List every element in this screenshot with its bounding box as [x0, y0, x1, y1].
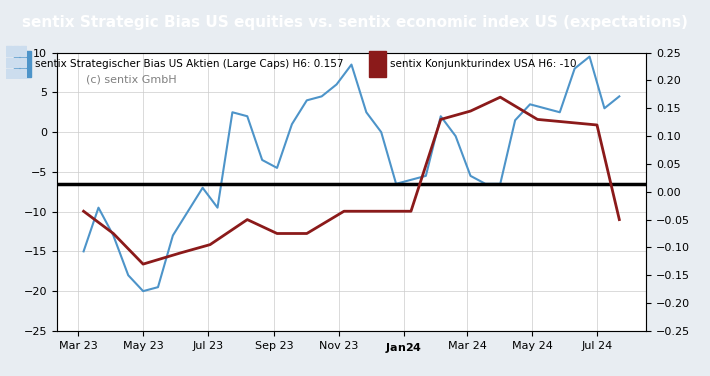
Text: sentix Konjunkturindex USA H6: -10: sentix Konjunkturindex USA H6: -10: [390, 59, 577, 69]
Bar: [21, 69, 26, 78]
Bar: [21, 46, 26, 56]
Bar: [369, 51, 386, 77]
Bar: [13, 46, 19, 56]
Bar: [14, 51, 31, 77]
Text: sentix Strategischer Bias US Aktien (Large Caps) H6: 0.157: sentix Strategischer Bias US Aktien (Lar…: [35, 59, 344, 69]
Bar: [6, 58, 12, 67]
Text: sentix Strategic Bias US equities vs. sentix economic index US (expectations): sentix Strategic Bias US equities vs. se…: [22, 15, 688, 30]
Bar: [13, 58, 19, 67]
Bar: [21, 58, 26, 67]
Bar: [13, 69, 19, 78]
Text: (c) sentix GmbH: (c) sentix GmbH: [87, 75, 177, 85]
Bar: [6, 46, 12, 56]
Bar: [6, 69, 12, 78]
